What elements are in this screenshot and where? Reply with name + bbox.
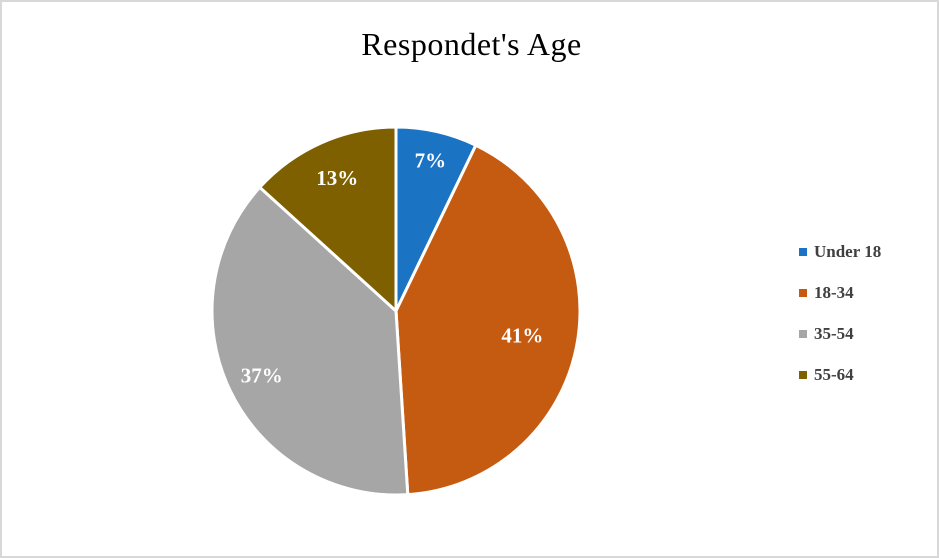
data-label-under-18: 7%: [415, 148, 447, 172]
legend-label: 18-34: [814, 283, 854, 302]
legend-marker-35-54: [799, 330, 807, 338]
chart-legend: Under 18 18-34 35-54 55-64: [799, 241, 881, 386]
pie-slice-35-54: [210, 185, 410, 497]
data-label-35-54: 37%: [241, 364, 283, 388]
legend-marker-under-18: [799, 248, 807, 256]
legend-marker-18-34: [799, 289, 807, 297]
legend-item-18-34: 18-34: [799, 282, 881, 304]
legend-item-under-18: Under 18: [799, 241, 881, 263]
legend-item-55-64: 55-64: [799, 364, 881, 386]
chart-title: Respondet's Age: [361, 26, 582, 62]
legend-label: 55-64: [814, 365, 854, 384]
legend-marker-55-64: [799, 371, 807, 379]
data-label-18-34: 41%: [501, 324, 543, 348]
pie-slice-18-34: [394, 143, 582, 497]
pie-slice-55-64: [258, 125, 398, 313]
data-label-55-64: 13%: [316, 166, 358, 190]
legend-label: Under 18: [814, 242, 882, 261]
legend-label: 35-54: [814, 324, 854, 343]
legend-item-35-54: 35-54: [799, 323, 881, 345]
